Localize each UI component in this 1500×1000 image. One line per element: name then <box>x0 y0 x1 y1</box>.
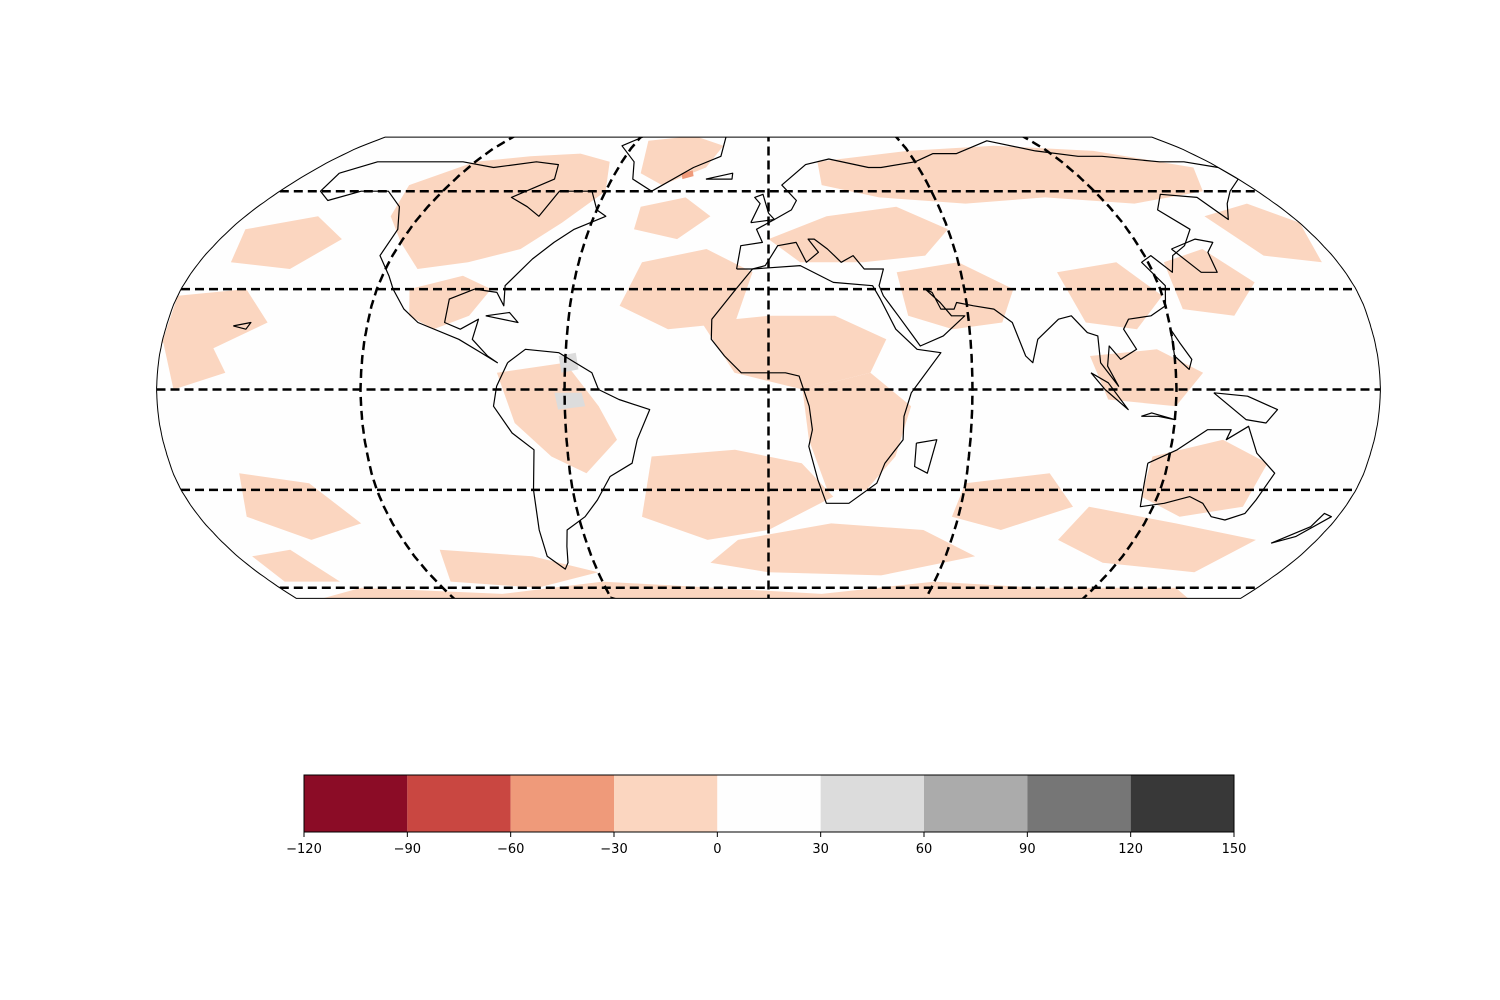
coastline <box>485 311 519 324</box>
negative-anomaly-patch <box>1058 506 1256 573</box>
negative-anomaly-patch <box>802 372 912 490</box>
coastlines <box>233 137 1332 599</box>
negative-anomaly-patch <box>252 549 340 582</box>
negative-anomaly-patch <box>896 262 1014 330</box>
colorbar-bin <box>1027 775 1131 832</box>
colorbar: −120 −90 −60 −30 0 30 60 90 120 150 <box>286 774 1247 857</box>
positive-anomaly-patch <box>554 392 586 410</box>
negative-anomaly-patch <box>1141 439 1268 517</box>
gridline-longitude <box>876 137 974 599</box>
colorbar-bin <box>304 775 408 832</box>
coastline <box>233 321 252 330</box>
coastline <box>750 193 775 224</box>
coastline <box>710 265 942 504</box>
negative-anomaly-patch <box>701 315 887 390</box>
negative-anomaly-patch <box>162 322 226 390</box>
colorbar-bin <box>510 775 614 832</box>
colorbar-tick-label: −60 <box>497 842 524 857</box>
coastline <box>1139 425 1276 521</box>
negative-anomaly-patch <box>642 449 834 540</box>
coastline <box>319 161 607 364</box>
colorbar-tick-label: 120 <box>1118 842 1143 857</box>
negative-anomaly-patch <box>439 549 599 588</box>
negative-anomaly-patch <box>1163 249 1255 316</box>
colorbar-bin <box>1130 775 1234 832</box>
anomaly-field <box>162 137 1322 599</box>
colorbar-tick-label: −30 <box>600 842 627 857</box>
negative-anomaly-patch <box>1204 203 1322 263</box>
gridline-longitude <box>359 137 552 599</box>
coastline <box>1169 328 1193 370</box>
coastline <box>914 439 938 474</box>
coastline <box>736 140 1239 387</box>
colorbar-tick-label: 90 <box>1019 842 1036 857</box>
coastline <box>492 348 651 570</box>
colorbar-tick-label: −120 <box>286 842 322 857</box>
negative-anomaly-patch <box>768 206 948 263</box>
colorbar-tick-label: 150 <box>1222 842 1247 857</box>
negative-anomaly-patch <box>230 216 342 269</box>
negative-anomaly-patch <box>640 137 724 186</box>
coastline <box>621 137 727 192</box>
colorbar-tick-label: −90 <box>394 842 421 857</box>
negative-anomaly-patch <box>710 523 976 576</box>
positive-anomaly-patch <box>558 352 579 373</box>
colorbar-bin <box>614 775 718 832</box>
coastline <box>1213 392 1279 424</box>
colorbar-bin <box>924 775 1028 832</box>
map-boundary <box>156 136 1381 599</box>
coastline <box>1270 512 1332 544</box>
colorbar-tick-label: 60 <box>916 842 933 857</box>
colorbar-bin <box>717 775 821 832</box>
colorbar-frame <box>303 774 1235 833</box>
gridline-longitude <box>563 137 661 599</box>
negative-anomaly-patch <box>390 153 610 269</box>
coastline <box>1090 372 1129 411</box>
gridlines <box>156 137 1381 599</box>
negative-anomaly-patch <box>322 581 1189 599</box>
gridline-longitude <box>985 137 1178 599</box>
colorbar-bin <box>820 775 924 832</box>
coastline <box>1171 238 1218 273</box>
colorbar-tick-label: 0 <box>713 842 721 857</box>
negative-anomaly-patch <box>1057 262 1163 330</box>
colorbar-tick-label: 30 <box>812 842 829 857</box>
coastline <box>705 172 734 180</box>
map-panel <box>156 136 1381 599</box>
negative-anomaly-patch <box>634 197 711 240</box>
negative-anomaly-patch <box>409 275 492 330</box>
negative-anomaly-patch <box>951 473 1073 530</box>
colorbar-bin <box>407 775 511 832</box>
